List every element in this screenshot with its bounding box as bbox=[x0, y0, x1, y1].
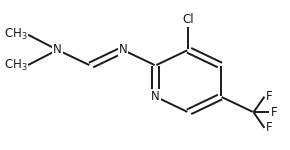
Text: F: F bbox=[271, 106, 278, 119]
Text: F: F bbox=[266, 90, 273, 103]
Text: CH$_3$: CH$_3$ bbox=[3, 58, 27, 73]
Text: CH$_3$: CH$_3$ bbox=[3, 27, 27, 42]
Text: N: N bbox=[118, 43, 127, 56]
Text: N: N bbox=[151, 90, 160, 103]
Text: F: F bbox=[266, 121, 273, 134]
Text: Cl: Cl bbox=[182, 13, 194, 26]
Text: N: N bbox=[53, 43, 62, 56]
